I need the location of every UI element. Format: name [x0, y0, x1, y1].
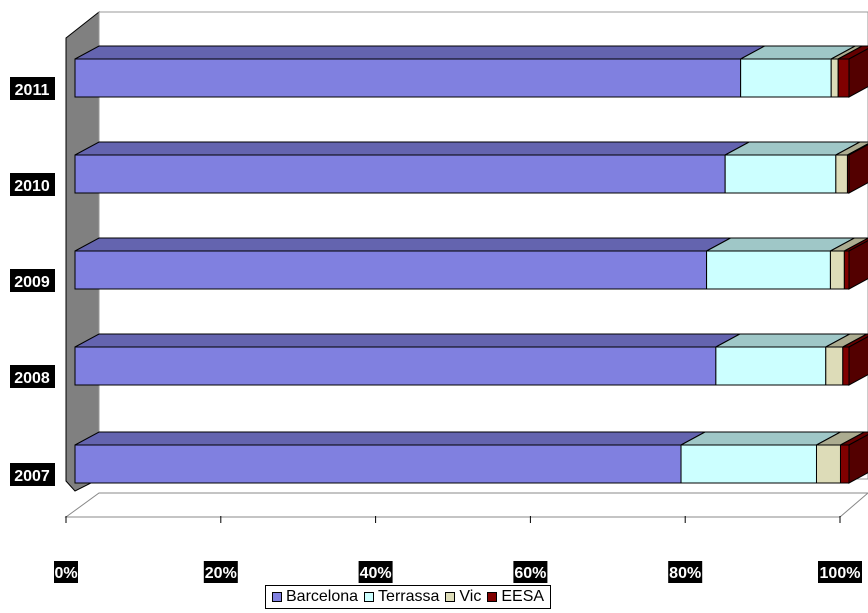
x-tick-labels: 0% 20% 40% 60% 80% 100% [54, 516, 862, 583]
bar-top-barcelona [74, 431, 706, 446]
legend-item-terrassa: Terrassa [364, 588, 439, 606]
bar-vic-2008 [825, 346, 844, 386]
bar-top-barcelona [74, 237, 731, 252]
x-tick-text: 80% [669, 565, 701, 582]
legend-label: Terrassa [378, 588, 440, 605]
legend-swatch [445, 592, 456, 602]
legend-swatch [272, 592, 282, 602]
y-tick-text: 2010 [14, 178, 50, 195]
x-tick-label: 0% [54, 561, 78, 583]
bar-top-terrassa [680, 431, 841, 446]
bar-barcelona-2007 [74, 444, 682, 484]
bar-barcelona-2011 [74, 58, 742, 98]
bar-eesa-2011 [837, 58, 850, 98]
y-tick-label: 2009 [10, 269, 55, 292]
bar-eesa-2007 [839, 444, 850, 484]
bar-barcelona-2010 [74, 154, 726, 194]
bar-group-2009 [74, 237, 868, 290]
bar-group-2008 [74, 333, 868, 386]
bar-top-barcelona [74, 141, 750, 156]
y-tick-text: 2011 [15, 82, 50, 99]
y-tick-label: 2010 [10, 173, 55, 196]
bar-eesa-2010 [846, 154, 850, 194]
legend-label: Vic [459, 588, 482, 605]
x-tick-text: 20% [205, 565, 237, 582]
y-tick-text: 2008 [14, 370, 50, 387]
legend-label: EESA [501, 588, 545, 605]
bar-group-2007 [74, 431, 868, 484]
bars [74, 45, 868, 484]
y-tick-labels: 2007 2008 2009 2010 2011 [10, 77, 55, 486]
x-tick-label: 60% [513, 561, 548, 583]
bar-barcelona-2008 [74, 346, 717, 386]
bar-vic-2010 [835, 154, 848, 194]
bar-eesa-2009 [843, 250, 850, 290]
bar-terrassa-2011 [740, 58, 832, 98]
bar-vic-2009 [829, 250, 845, 290]
x-tick-text: 40% [360, 565, 392, 582]
x-tick-label: 40% [358, 561, 393, 583]
bar-terrassa-2009 [706, 250, 831, 290]
bar-eesa-2008 [842, 346, 850, 386]
x-tick-text: 100% [820, 565, 861, 582]
legend-label: Barcelona [286, 588, 359, 605]
y-tick-text: 2009 [14, 274, 50, 291]
x-tick-label: 80% [668, 561, 703, 583]
x-tick-text: 0% [54, 565, 77, 582]
bar-terrassa-2007 [680, 444, 817, 484]
x-tick-text: 60% [514, 565, 546, 582]
legend: Barcelona Terrassa Vic EESA [265, 585, 552, 609]
bar-terrassa-2008 [715, 346, 827, 386]
floor [64, 492, 868, 518]
y-tick-text: 2007 [14, 468, 50, 485]
x-tick-label: 100% [818, 561, 862, 583]
bar-top-terrassa [706, 237, 855, 252]
x-tick-label: 20% [203, 561, 238, 583]
bar-top-barcelona [74, 45, 765, 60]
bar-barcelona-2009 [74, 250, 708, 290]
bar-vic-2011 [830, 58, 839, 98]
bar-group-2010 [74, 141, 868, 194]
legend-swatch [487, 592, 498, 602]
y-tick-label: 2011 [10, 77, 55, 100]
legend-item-eesa: EESA [487, 588, 544, 606]
bar-vic-2007 [815, 444, 841, 484]
bar-terrassa-2010 [724, 154, 837, 194]
legend-item-vic: Vic [445, 588, 481, 606]
legend-swatch [364, 592, 375, 602]
y-tick-label: 2007 [10, 463, 55, 486]
bar-group-2011 [74, 45, 868, 98]
y-tick-label: 2008 [10, 365, 55, 388]
legend-item-barcelona: Barcelona [272, 588, 358, 606]
bar-top-barcelona [74, 333, 741, 348]
